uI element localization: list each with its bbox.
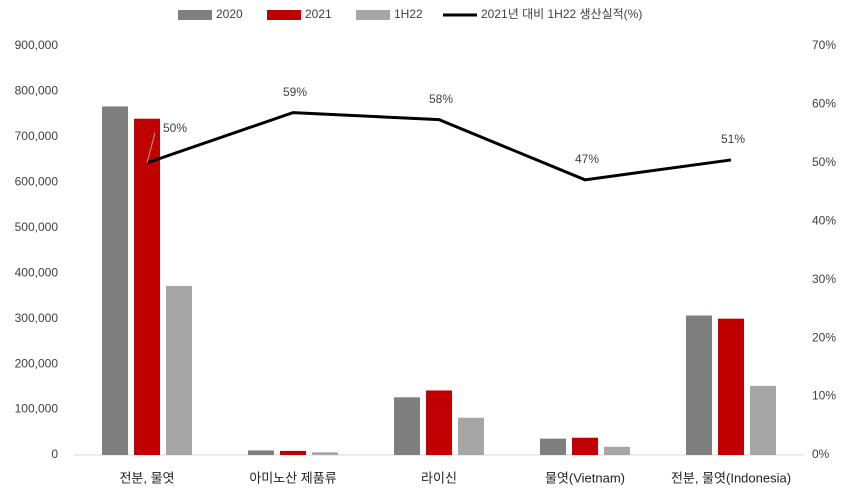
y-tick-label: 200,000 xyxy=(15,356,59,370)
bar xyxy=(718,318,744,455)
bar xyxy=(458,417,484,455)
bar xyxy=(280,450,306,455)
data-label: 50% xyxy=(163,121,187,135)
x-tick-label: 물엿(Vietnam) xyxy=(545,470,625,485)
bar xyxy=(604,446,630,455)
bar xyxy=(540,438,566,455)
data-label: 51% xyxy=(721,132,745,146)
legend-label: 2021 xyxy=(305,7,332,21)
y-tick-label: 300,000 xyxy=(15,311,59,325)
y-tick-label: 700,000 xyxy=(15,129,59,143)
legend-label: 2020 xyxy=(216,7,243,21)
y2-tick-label: 10% xyxy=(812,389,836,403)
legend-label: 2021년 대비 1H22 생산실적(%) xyxy=(481,7,642,21)
bar xyxy=(248,450,274,455)
leader-line xyxy=(146,132,156,163)
bar xyxy=(394,397,420,455)
y-tick-label: 900,000 xyxy=(15,38,59,52)
y2-tick-label: 50% xyxy=(812,155,836,169)
legend-label: 1H22 xyxy=(394,7,423,21)
y2-tick-label: 0% xyxy=(812,447,830,461)
y-tick-label: 100,000 xyxy=(15,402,59,416)
bar xyxy=(686,315,712,455)
bar xyxy=(134,118,160,455)
x-tick-label: 라이신 xyxy=(421,470,457,485)
bar xyxy=(312,452,338,455)
y2-tick-label: 70% xyxy=(812,38,836,52)
data-label: 47% xyxy=(575,152,599,166)
data-label: 59% xyxy=(283,85,307,99)
x-tick-label: 아미노산 제품류 xyxy=(249,470,336,485)
bar xyxy=(750,385,776,455)
y-tick-label: 500,000 xyxy=(15,220,59,234)
y2-tick-label: 40% xyxy=(812,213,836,227)
legend-swatch xyxy=(267,10,301,20)
y-tick-label: 600,000 xyxy=(15,175,59,189)
x-tick-label: 전분, 물엿 xyxy=(119,470,174,485)
legend-swatch xyxy=(356,10,390,20)
y2-tick-label: 20% xyxy=(812,330,836,344)
bar xyxy=(102,106,128,456)
y2-tick-label: 60% xyxy=(812,97,836,111)
data-label: 58% xyxy=(429,92,453,106)
line xyxy=(146,111,732,182)
legend-swatch xyxy=(178,10,212,20)
y-tick-label: 0 xyxy=(51,447,58,461)
y-tick-label: 400,000 xyxy=(15,265,59,279)
x-tick-label: 전분, 물엿(Indonesia) xyxy=(671,470,791,485)
y2-tick-label: 30% xyxy=(812,272,836,286)
y-tick-label: 800,000 xyxy=(15,84,59,98)
bar xyxy=(426,390,452,455)
bar xyxy=(572,437,598,455)
bar xyxy=(166,285,192,455)
